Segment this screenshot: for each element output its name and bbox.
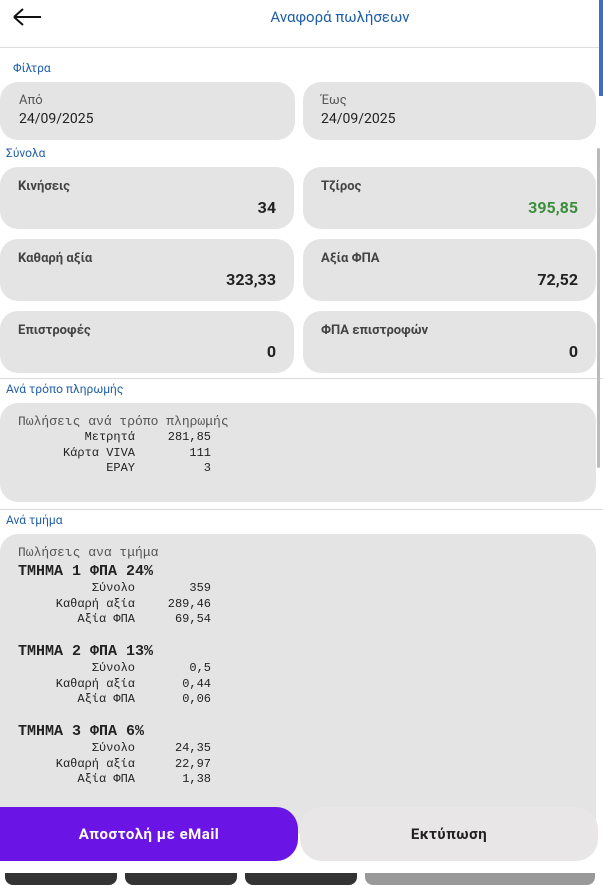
row-value: 359 xyxy=(189,581,211,595)
row-label: Καθαρή αξία xyxy=(55,596,135,611)
field-value: 24/09/2025 xyxy=(19,111,94,127)
row-label: Αξία ΦΠΑ xyxy=(77,612,135,626)
total-card: Αξία ΦΠΑ 72,52 xyxy=(303,239,596,301)
row-label: Κάρτα VIVA xyxy=(62,445,135,460)
date-field[interactable]: Από 24/09/2025 xyxy=(0,82,295,140)
field-label: Έως xyxy=(321,93,347,108)
row-label: Σύνολο xyxy=(91,581,135,595)
row-label: Καθαρή αξία xyxy=(55,756,135,771)
box-title: Πωλήσεις ανα τμήμα xyxy=(18,545,159,560)
section-label: Ανά τμήμα xyxy=(6,513,63,527)
print-button[interactable]: Εκτύπωση xyxy=(300,807,598,861)
row-value: 69,54 xyxy=(174,612,211,626)
row-value: 0,44 xyxy=(182,676,211,691)
row-label: Αξία ΦΠΑ xyxy=(77,772,135,786)
card-value: 323,33 xyxy=(226,270,276,289)
total-card: Κινήσεις 34 xyxy=(0,167,294,229)
divider xyxy=(0,509,603,510)
card-value: 0 xyxy=(568,342,578,361)
total-card: ΦΠΑ επιστροφών 0 xyxy=(303,311,596,373)
row-label: Μετρητά xyxy=(84,430,135,444)
card-label: ΦΠΑ επιστροφών xyxy=(321,323,429,338)
row-value: 0,06 xyxy=(182,692,211,706)
payment-box: Πωλήσεις ανά τρόπο πληρωμής Μετρητά 281,8… xyxy=(0,403,596,502)
divider xyxy=(0,378,603,379)
date-field[interactable]: Έως 24/09/2025 xyxy=(303,82,596,140)
card-label: Καθαρή αξία xyxy=(18,251,93,266)
group-heading: ΤΜΗΜΑ 1 ΦΠΑ 24% xyxy=(18,563,154,580)
field-value: 24/09/2025 xyxy=(321,111,396,127)
box-title: Πωλήσεις ανά τρόπο πληρωμής xyxy=(18,414,229,429)
card-value: 34 xyxy=(257,198,276,217)
row-label: Σύνολο xyxy=(91,661,135,675)
department-box: Πωλήσεις ανα τμήμα ΤΜΗΜΑ 1 ΦΠΑ 24% Σύνολο… xyxy=(0,534,596,834)
card-value: 0 xyxy=(266,342,276,361)
back-arrow[interactable] xyxy=(10,6,44,28)
row-label: Σύνολο xyxy=(91,741,135,755)
row-value: 281,85 xyxy=(167,430,211,444)
total-card: Τζίρος 395,85 xyxy=(303,167,596,229)
email-button[interactable]: Αποστολή με eMail xyxy=(0,807,298,861)
card-value: 395,85 xyxy=(528,198,578,217)
row-value: 0,5 xyxy=(189,661,211,675)
field-label: Από xyxy=(19,93,43,108)
card-label: Επιστροφές xyxy=(18,323,91,338)
section-label: Σύνολα xyxy=(6,146,46,160)
card-label: Αξία ΦΠΑ xyxy=(321,251,380,266)
section-label: Ανά τρόπο πληρωμής xyxy=(6,382,124,396)
row-value: 3 xyxy=(203,461,211,475)
row-value: 24,35 xyxy=(174,741,211,755)
bottom-strip xyxy=(0,873,603,885)
group-heading: ΤΜΗΜΑ 3 ΦΠΑ 6% xyxy=(18,723,145,740)
divider xyxy=(0,47,603,48)
card-value: 72,52 xyxy=(537,270,578,289)
row-value: 289,46 xyxy=(167,596,211,611)
row-value: 22,97 xyxy=(174,756,211,771)
row-label: EPAY xyxy=(106,461,135,475)
row-label: Αξία ΦΠΑ xyxy=(77,692,135,706)
section-label: Φίλτρα xyxy=(13,61,51,75)
card-label: Τζίρος xyxy=(321,179,362,194)
row-label: Καθαρή αξία xyxy=(55,676,135,691)
row-value: 1,38 xyxy=(182,772,211,786)
total-card: Επιστροφές 0 xyxy=(0,311,294,373)
edge-indicator xyxy=(599,0,603,96)
header-title: Αναφορά πωλήσεων xyxy=(270,8,410,26)
group-heading: ΤΜΗΜΑ 2 ΦΠΑ 13% xyxy=(18,643,154,660)
total-card: Καθαρή αξία 323,33 xyxy=(0,239,294,301)
scrollbar xyxy=(597,148,600,468)
row-value: 111 xyxy=(189,445,211,460)
card-label: Κινήσεις xyxy=(18,179,70,194)
